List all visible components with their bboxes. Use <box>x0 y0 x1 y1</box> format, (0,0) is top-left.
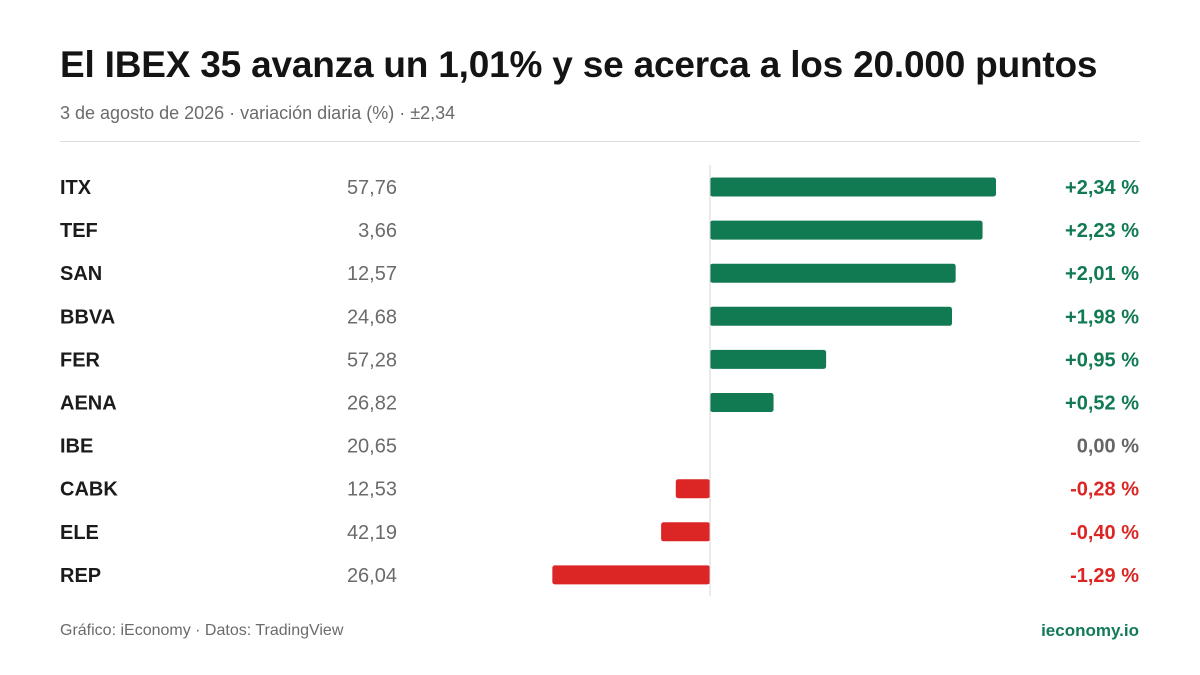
price-label: 57,28 <box>347 349 397 371</box>
footer-brand-link[interactable]: ieconomy.io <box>1041 621 1139 640</box>
bar <box>710 220 983 240</box>
ticker-label: REP <box>60 565 101 587</box>
price-label: 24,68 <box>347 306 397 328</box>
value-label: -1,29 % <box>1070 565 1139 587</box>
value-label: +2,23 % <box>1065 220 1139 242</box>
value-label: -0,40 % <box>1070 522 1139 544</box>
ticker-label: ELE <box>60 522 99 544</box>
value-label: +1,98 % <box>1065 306 1139 328</box>
bar <box>710 177 996 197</box>
ticker-label: TEF <box>60 220 98 242</box>
price-label: 26,82 <box>347 393 397 415</box>
price-label: 12,57 <box>347 263 397 285</box>
chart-title: El IBEX 35 avanza un 1,01% y se acerca a… <box>60 44 1098 85</box>
ticker-label: CABK <box>60 479 118 501</box>
value-label: +0,52 % <box>1065 393 1139 415</box>
bar <box>710 306 952 326</box>
value-label: 0,00 % <box>1077 436 1139 458</box>
ticker-label: SAN <box>60 263 102 285</box>
ticker-label: IBE <box>60 436 93 458</box>
price-label: 3,66 <box>358 220 397 242</box>
value-label: +2,01 % <box>1065 263 1139 285</box>
price-label: 12,53 <box>347 479 397 501</box>
ticker-label: BBVA <box>60 306 115 328</box>
chart-subtitle: 3 de agosto de 2026 · variación diaria (… <box>60 103 456 123</box>
footer-credit: Gráfico: iEconomy · Datos: TradingView <box>60 622 344 639</box>
ticker-label: ITX <box>60 177 92 199</box>
bar <box>710 393 774 412</box>
bar <box>710 349 827 369</box>
ticker-label: FER <box>60 349 101 371</box>
bar <box>710 263 956 283</box>
value-label: +0,95 % <box>1065 349 1139 371</box>
price-label: 57,76 <box>347 177 397 199</box>
ticker-label: AENA <box>60 393 117 415</box>
chart-rows: ITX 57,76 +2,34 % TEF 3,66 +2,23 % SAN 12,57 +2,… <box>60 177 1139 587</box>
value-label: +2,34 % <box>1065 177 1139 199</box>
price-label: 26,04 <box>347 565 397 587</box>
value-label: -0,28 % <box>1070 479 1139 501</box>
bar <box>661 522 710 542</box>
price-label: 20,65 <box>347 436 397 458</box>
bar <box>552 565 710 585</box>
header-divider <box>60 141 1140 142</box>
price-label: 42,19 <box>347 522 397 544</box>
bar <box>675 479 710 499</box>
